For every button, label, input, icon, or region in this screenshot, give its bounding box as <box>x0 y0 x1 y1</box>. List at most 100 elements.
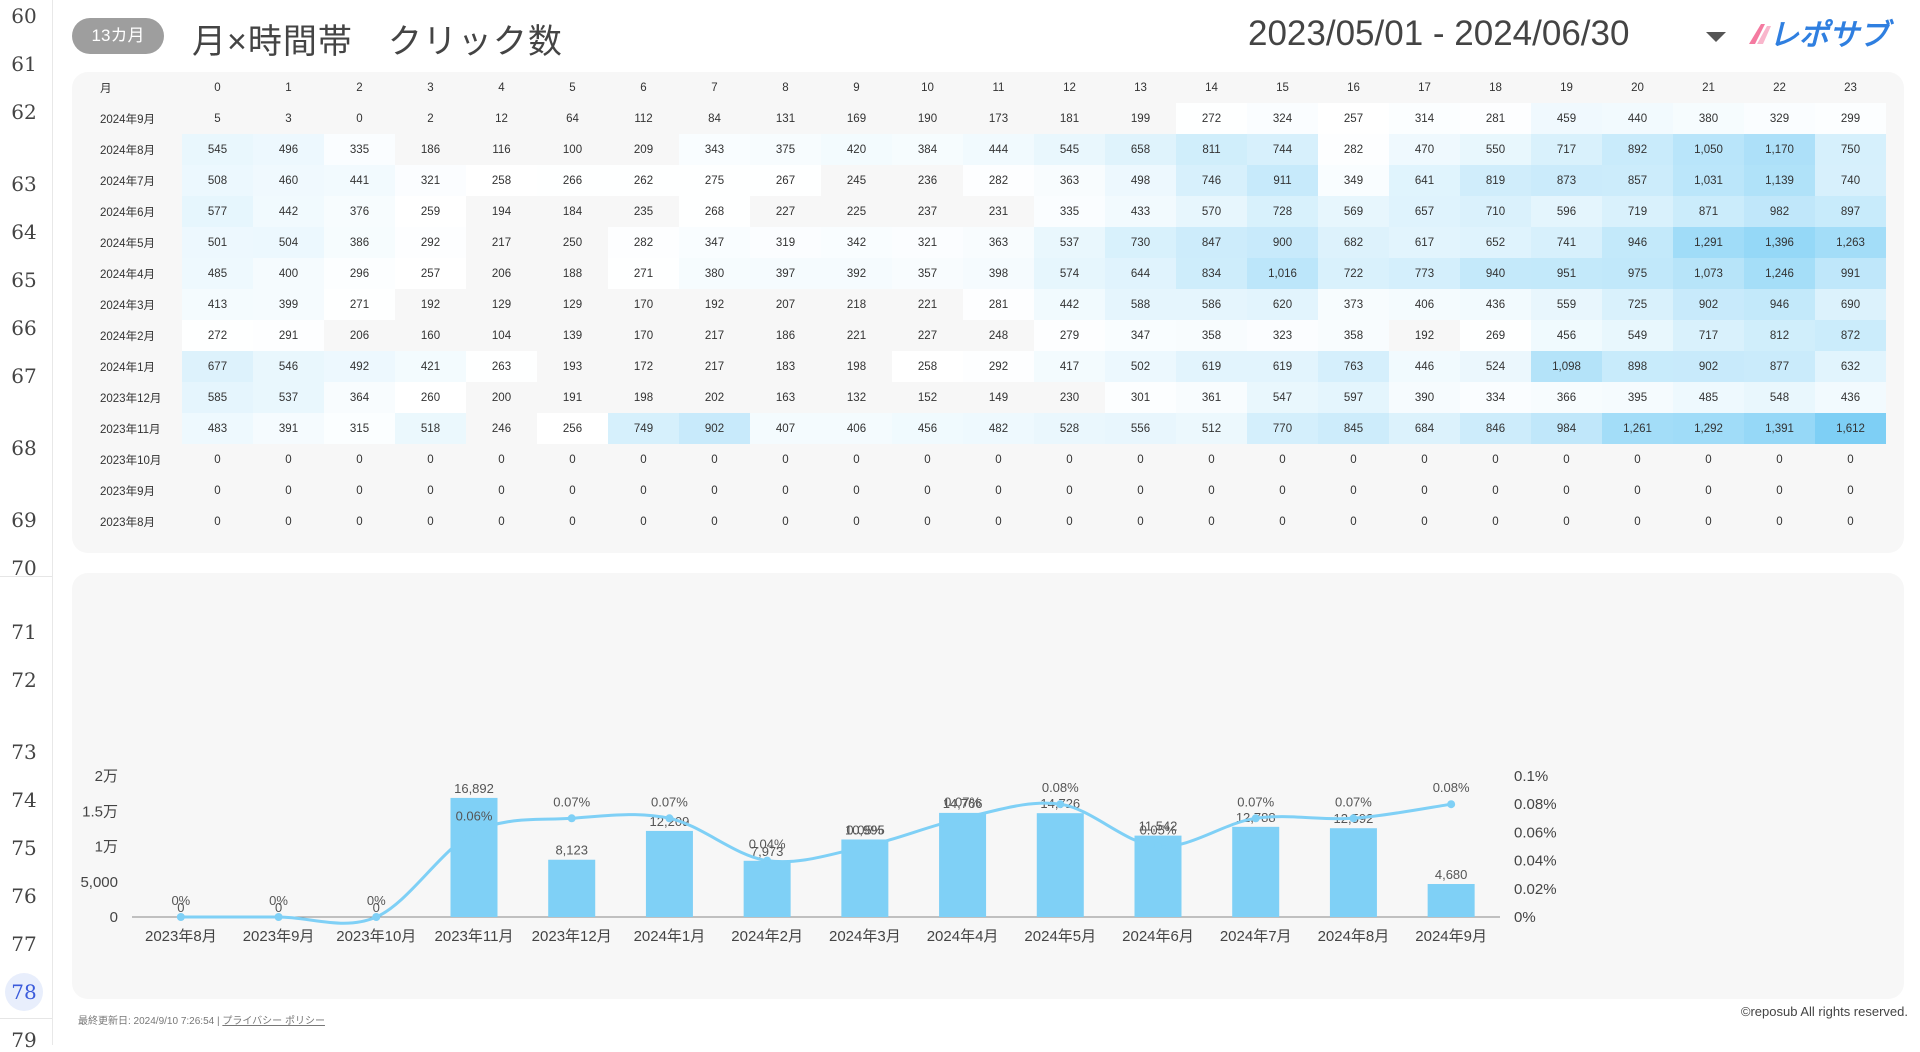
right-axis-tick-label: 0% <box>1514 909 1536 926</box>
chart-card <box>72 573 1904 999</box>
heatmap-cell: 275 <box>679 165 750 196</box>
heatmap-cell: 190 <box>917 112 938 125</box>
heatmap-cell: 0 <box>285 484 292 497</box>
heatmap-cell: 940 <box>1460 258 1531 289</box>
heatmap-cell: 421 <box>395 351 466 382</box>
line-number: 62 <box>11 100 37 124</box>
hour-header: 9 <box>853 81 860 94</box>
heatmap-cell: 433 <box>1105 196 1176 227</box>
heatmap-cell: 129 <box>562 298 583 311</box>
month-label: 2023年11月 <box>100 423 161 436</box>
heatmap-cell: 84 <box>708 112 721 125</box>
left-axis-tick-label: 0 <box>110 909 118 926</box>
month-label: 2024年2月 <box>100 330 155 343</box>
heatmap-card: 月 0 1 2 3 4 5 6 7 8 9 10 11 12 13 14 15 16 17 18 19 20 21 22 23 2… <box>72 72 1904 553</box>
heatmap-cell: 577 <box>182 196 253 227</box>
heatmap-cell: 0 <box>711 484 718 497</box>
heatmap-cell: 231 <box>988 205 1009 218</box>
heatmap-cell: 0 <box>285 453 292 466</box>
heatmap-cell: 0 <box>356 484 363 497</box>
heatmap-cell: 329 <box>1744 103 1815 134</box>
bar <box>743 860 791 917</box>
heatmap-cell: 550 <box>1460 134 1531 165</box>
heatmap-cell: 545 <box>182 134 253 165</box>
heatmap-cell: 250 <box>562 236 583 249</box>
ctr-point <box>763 856 772 865</box>
period-badge[interactable]: 13カ月 <box>72 18 164 54</box>
heatmap-cell: 0 <box>640 453 647 466</box>
heatmap-cell: 0 <box>214 453 221 466</box>
date-range-selector[interactable]: 2023/05/01 - 2024/06/30 <box>1248 14 1630 53</box>
heatmap-cell: 845 <box>1318 413 1389 444</box>
heatmap-cell: 620 <box>1247 289 1318 320</box>
heatmap-cell: 225 <box>846 205 867 218</box>
heatmap-cell: 0 <box>1776 484 1783 497</box>
ctr-data-label: 0.05% <box>846 823 883 838</box>
ctr-data-label: 0.06% <box>456 808 493 823</box>
heatmap-cell: 498 <box>1105 165 1176 196</box>
month-label: 2024年6月 <box>100 206 155 219</box>
heatmap-cell: 1,396 <box>1744 227 1815 258</box>
heatmap-cell: 335 <box>1034 196 1105 227</box>
month-label: 2023年8月 <box>100 516 155 529</box>
heatmap-cell: 460 <box>253 165 324 196</box>
heatmap-cell: 227 <box>917 329 938 342</box>
heatmap-cell: 230 <box>1059 391 1080 404</box>
heatmap-row: 2024年3月 413 399 271 192 129 129 170 192 207 218 221… <box>72 289 1886 320</box>
heatmap-cell: 0 <box>1137 515 1144 528</box>
heatmap-cell: 0 <box>569 453 576 466</box>
heatmap-cell: 502 <box>1105 351 1176 382</box>
heatmap-cell: 375 <box>750 134 821 165</box>
heatmap-cell: 0 <box>1350 453 1357 466</box>
right-axis-tick-label: 0.02% <box>1514 881 1557 898</box>
month-label: 2024年9月 <box>100 113 155 126</box>
heatmap-cell: 456 <box>1531 320 1602 351</box>
heatmap-row: 2023年9月 0 0 0 0 0 0 0 0 0 0 0 0 0 0 0 0 0 0 0 0 0 0 0 0 <box>72 475 1886 506</box>
heatmap-cell: 292 <box>963 351 1034 382</box>
heatmap-cell: 0 <box>427 515 434 528</box>
heatmap-cell: 1,291 <box>1673 227 1744 258</box>
heatmap-cell: 163 <box>775 391 796 404</box>
heatmap-cell: 770 <box>1247 413 1318 444</box>
copyright: ©reposub All rights reserved. <box>1740 1004 1908 1019</box>
right-axis-tick-label: 0.04% <box>1514 853 1557 870</box>
heatmap-cell: 0 <box>498 484 505 497</box>
line-number: 75 <box>11 836 37 860</box>
heatmap-cell: 1,139 <box>1744 165 1815 196</box>
heatmap-cell: 0 <box>1350 515 1357 528</box>
heatmap-cell: 0 <box>1847 484 1854 497</box>
heatmap-cell: 0 <box>356 112 363 125</box>
heatmap-cell: 710 <box>1460 196 1531 227</box>
heatmap-cell: 436 <box>1815 382 1886 413</box>
click-heatmap-table: 月 0 1 2 3 4 5 6 7 8 9 10 11 12 13 14 15 16 17 18 19 20 21 22 23 2… <box>72 72 1886 537</box>
heatmap-cell: 982 <box>1744 196 1815 227</box>
heatmap-cell: 218 <box>846 298 867 311</box>
left-axis-tick-label: 5,000 <box>80 874 118 891</box>
bar-data-label: 11,542 <box>1139 819 1178 834</box>
bar <box>1427 884 1475 917</box>
heatmap-cell: 198 <box>846 360 867 373</box>
heatmap-cell: 0 <box>924 453 931 466</box>
heatmap-cell: 0 <box>853 453 860 466</box>
heatmap-cell: 0 <box>1705 515 1712 528</box>
heatmap-cell: 413 <box>182 289 253 320</box>
heatmap-cell: 12 <box>495 112 508 125</box>
heatmap-cell: 545 <box>1034 134 1105 165</box>
heatmap-cell: 812 <box>1744 320 1815 351</box>
heatmap-cell: 282 <box>1318 134 1389 165</box>
heatmap-cell: 975 <box>1602 258 1673 289</box>
heatmap-cell: 186 <box>775 329 796 342</box>
heatmap-cell: 139 <box>562 329 583 342</box>
heatmap-cell: 482 <box>963 413 1034 444</box>
heatmap-cell: 0 <box>1776 453 1783 466</box>
bar-data-label: 0 <box>177 900 184 915</box>
privacy-policy-link[interactable]: プライバシー ポリシー <box>222 1016 325 1027</box>
x-tick-label: 2023年12月 <box>532 928 612 945</box>
chevron-down-icon[interactable] <box>1706 32 1726 42</box>
heatmap-cell: 892 <box>1602 134 1673 165</box>
heatmap-cell: 504 <box>253 227 324 258</box>
month-label: 2024年8月 <box>100 144 155 157</box>
heatmap-cell: 269 <box>1460 320 1531 351</box>
heatmap-cell: 192 <box>1414 329 1435 342</box>
heatmap-cell: 902 <box>1673 351 1744 382</box>
